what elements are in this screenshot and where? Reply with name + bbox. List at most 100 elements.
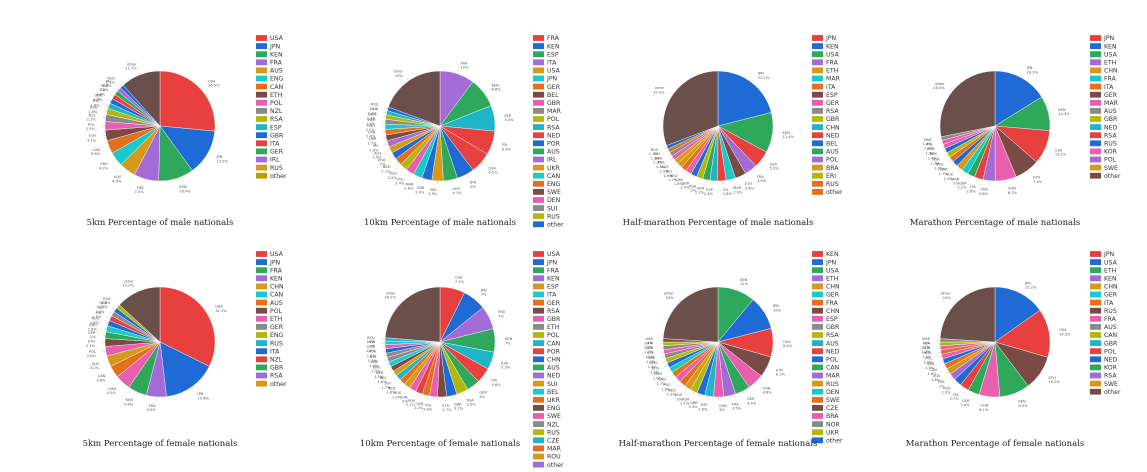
legend-swatch (256, 108, 267, 114)
slice-label: NZL 1.3% (368, 355, 378, 363)
slice-label: DEN 1.3% (367, 112, 377, 120)
legend-swatch (256, 356, 267, 363)
slice-leader-line (937, 351, 941, 353)
slice-leader-line (389, 368, 393, 371)
legend-swatch (256, 172, 267, 179)
slice-label: FRA 3.9% (757, 175, 767, 183)
pie-slice (994, 286, 1041, 343)
legend-swatch (812, 380, 823, 387)
slice-leader-line (135, 391, 138, 395)
slice-label: JPN 22.1% (757, 72, 770, 80)
legend-swatch (533, 91, 544, 98)
slice-leader-line (670, 92, 673, 95)
slice-leader-line (750, 169, 753, 173)
slice-leader-line (945, 154, 949, 157)
slice-label: RUS 1.1% (106, 76, 116, 84)
slice-label: GBR 1.7% (939, 168, 949, 176)
legend-swatch (812, 59, 823, 66)
slice-leader-line (119, 84, 122, 87)
slice-label: NED 2.1% (381, 165, 391, 173)
legend-swatch (256, 283, 267, 290)
legend-label: NED (826, 132, 840, 139)
slice-label: POL 2.5% (86, 123, 96, 131)
legend-label: FRA (1104, 316, 1117, 323)
slice-label: other 24% (941, 292, 951, 300)
legend-swatch (1090, 35, 1101, 41)
slice-label: GBR 1.9% (680, 181, 690, 189)
slice-leader-line (417, 392, 419, 396)
slice-leader-line (957, 167, 960, 171)
legend-swatch (256, 132, 267, 139)
slice-leader-line (675, 379, 678, 382)
slice-leader-line (408, 171, 411, 175)
slice-label: RSA 2.2% (388, 172, 398, 180)
slice-label: GER 1.3% (99, 84, 109, 92)
slice-label: ITA 6.9% (502, 143, 512, 151)
slice-leader-line (692, 175, 694, 179)
legend-swatch (1090, 251, 1101, 257)
legend-label: JPN (1103, 251, 1115, 258)
legend-swatch (812, 148, 823, 155)
slice-label: MAR 2.6% (404, 182, 414, 190)
slice-label: AUS 3.2% (90, 362, 100, 370)
legend-label: GER (1104, 92, 1118, 99)
legend-swatch (812, 35, 823, 41)
legend-swatch (812, 421, 823, 427)
slice-label: CHN 6.1% (979, 404, 989, 412)
slice-leader-line (666, 150, 669, 153)
legend-label: ITA (270, 141, 280, 148)
slice-label: USA 6.1% (488, 166, 498, 174)
slice-label: GBR 1.5% (93, 93, 103, 101)
legend-swatch (256, 348, 267, 355)
pie-slice (662, 70, 719, 146)
legend-swatch (256, 164, 267, 171)
legend-label: other (547, 462, 564, 469)
legend-label: RUS (270, 165, 283, 172)
legend-swatch (812, 437, 823, 444)
slice-label: RUS 1.1% (649, 148, 659, 156)
slice-leader-line (668, 154, 671, 156)
legend-label: RUS (547, 429, 560, 436)
slice-leader-line (1005, 179, 1007, 183)
legend-swatch (256, 156, 267, 163)
legend-swatch (533, 445, 544, 452)
slice-leader-line (1014, 393, 1016, 397)
slice-leader-line (766, 366, 770, 369)
legend-label: CHN (547, 357, 561, 364)
slice-leader-line (462, 392, 464, 396)
slice-label: GER 2.2% (695, 187, 705, 195)
slice-leader-line (191, 386, 194, 390)
slice-label: CAN 1.7% (657, 378, 667, 386)
slice-label: other 32.3% (653, 86, 665, 94)
slice-label: AUS 1.9% (372, 151, 382, 159)
slice-label: CHN 4.8% (763, 386, 773, 394)
legend-label: CZE (826, 405, 839, 412)
slice-label: MAR 2% (951, 177, 960, 185)
slice-label: CAN 1.6% (366, 130, 376, 138)
slice-label: CHN 4.5% (107, 387, 117, 395)
slice-leader-line (751, 80, 754, 83)
legend-swatch (812, 75, 823, 82)
slice-leader-line (424, 395, 426, 399)
legend-swatch (256, 372, 267, 379)
chart-title: Marathon Percentage of male nationals (910, 218, 1080, 228)
slice-label: NED 1.9% (667, 388, 677, 396)
slice-leader-line (668, 369, 671, 372)
legend-swatch (1090, 388, 1101, 395)
legend-swatch (812, 307, 823, 314)
slice-leader-line (103, 327, 107, 329)
legend-label: FRA (826, 300, 839, 307)
legend-swatch (812, 396, 823, 403)
legend-swatch (533, 364, 544, 371)
legend-swatch (1090, 83, 1101, 90)
legend-label: KEN (826, 43, 839, 50)
legend-swatch (1090, 283, 1101, 290)
legend-label: RSA (270, 116, 283, 123)
legend-label: JPN (269, 259, 281, 266)
legend-label: ESP (547, 284, 559, 291)
slice-label: ETH 2.7% (442, 404, 452, 412)
slice-label: RUS 1.1% (369, 103, 379, 111)
slice-label: BEL 1.6% (377, 376, 387, 384)
slice-leader-line (465, 174, 468, 178)
slice-leader-line (1045, 147, 1049, 149)
